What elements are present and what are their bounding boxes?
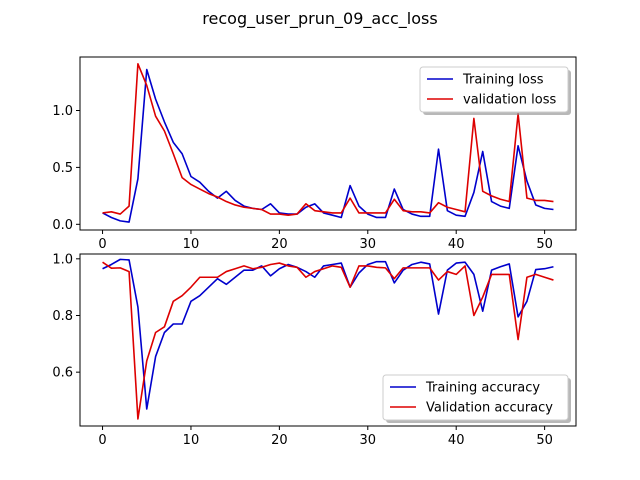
y-tick-label: 0.0 <box>52 218 73 233</box>
legend-entry-label: Validation accuracy <box>426 401 553 416</box>
legend-box <box>382 374 569 421</box>
x-tick-label: 40 <box>448 433 465 448</box>
y-tick-label: 0.5 <box>52 161 73 176</box>
y-tick-label: 0.6 <box>52 366 73 381</box>
legend-entry-label: Training loss <box>462 73 544 88</box>
axes-frame <box>79 56 577 231</box>
series-line-training-loss <box>102 68 554 223</box>
x-tick-label: 0 <box>98 433 106 448</box>
series-line-validation-loss <box>102 63 554 216</box>
figure-title: recog_user_prun_09_acc_loss <box>202 9 437 29</box>
legend-entry-label: validation loss <box>463 93 556 108</box>
legend: Training accuracy Validation accuracy <box>382 374 571 423</box>
y-tick-label: 1.0 <box>52 104 73 119</box>
x-tick-label: 20 <box>271 433 288 448</box>
x-tick-label: 10 <box>183 433 200 448</box>
x-tick-label: 0 <box>98 237 106 252</box>
axes-frame <box>79 253 577 427</box>
x-tick-label: 10 <box>183 237 200 252</box>
series-line-validation-accuracy <box>102 261 554 420</box>
x-tick-label: 30 <box>360 237 377 252</box>
legend: Training loss validation loss <box>419 66 571 115</box>
accuracy-subplot: 0 10 20 30 40 50 0.6 0.8 1.0 Training accuracy Val… <box>52 252 577 448</box>
loss-subplot: 0 10 20 30 40 50 0.0 0.5 1.0 Training loss validat… <box>52 56 577 252</box>
x-tick-label: 30 <box>360 433 377 448</box>
x-tick-label: 40 <box>448 237 465 252</box>
legend-box <box>419 66 569 113</box>
y-tick-label: 1.0 <box>52 252 73 267</box>
x-tick-label: 50 <box>536 433 553 448</box>
x-tick-label: 20 <box>271 237 288 252</box>
legend-entry-label: Training accuracy <box>425 381 540 396</box>
y-tick-label: 0.8 <box>52 309 73 324</box>
series-line-training-accuracy <box>102 258 554 410</box>
x-tick-label: 50 <box>536 237 553 252</box>
